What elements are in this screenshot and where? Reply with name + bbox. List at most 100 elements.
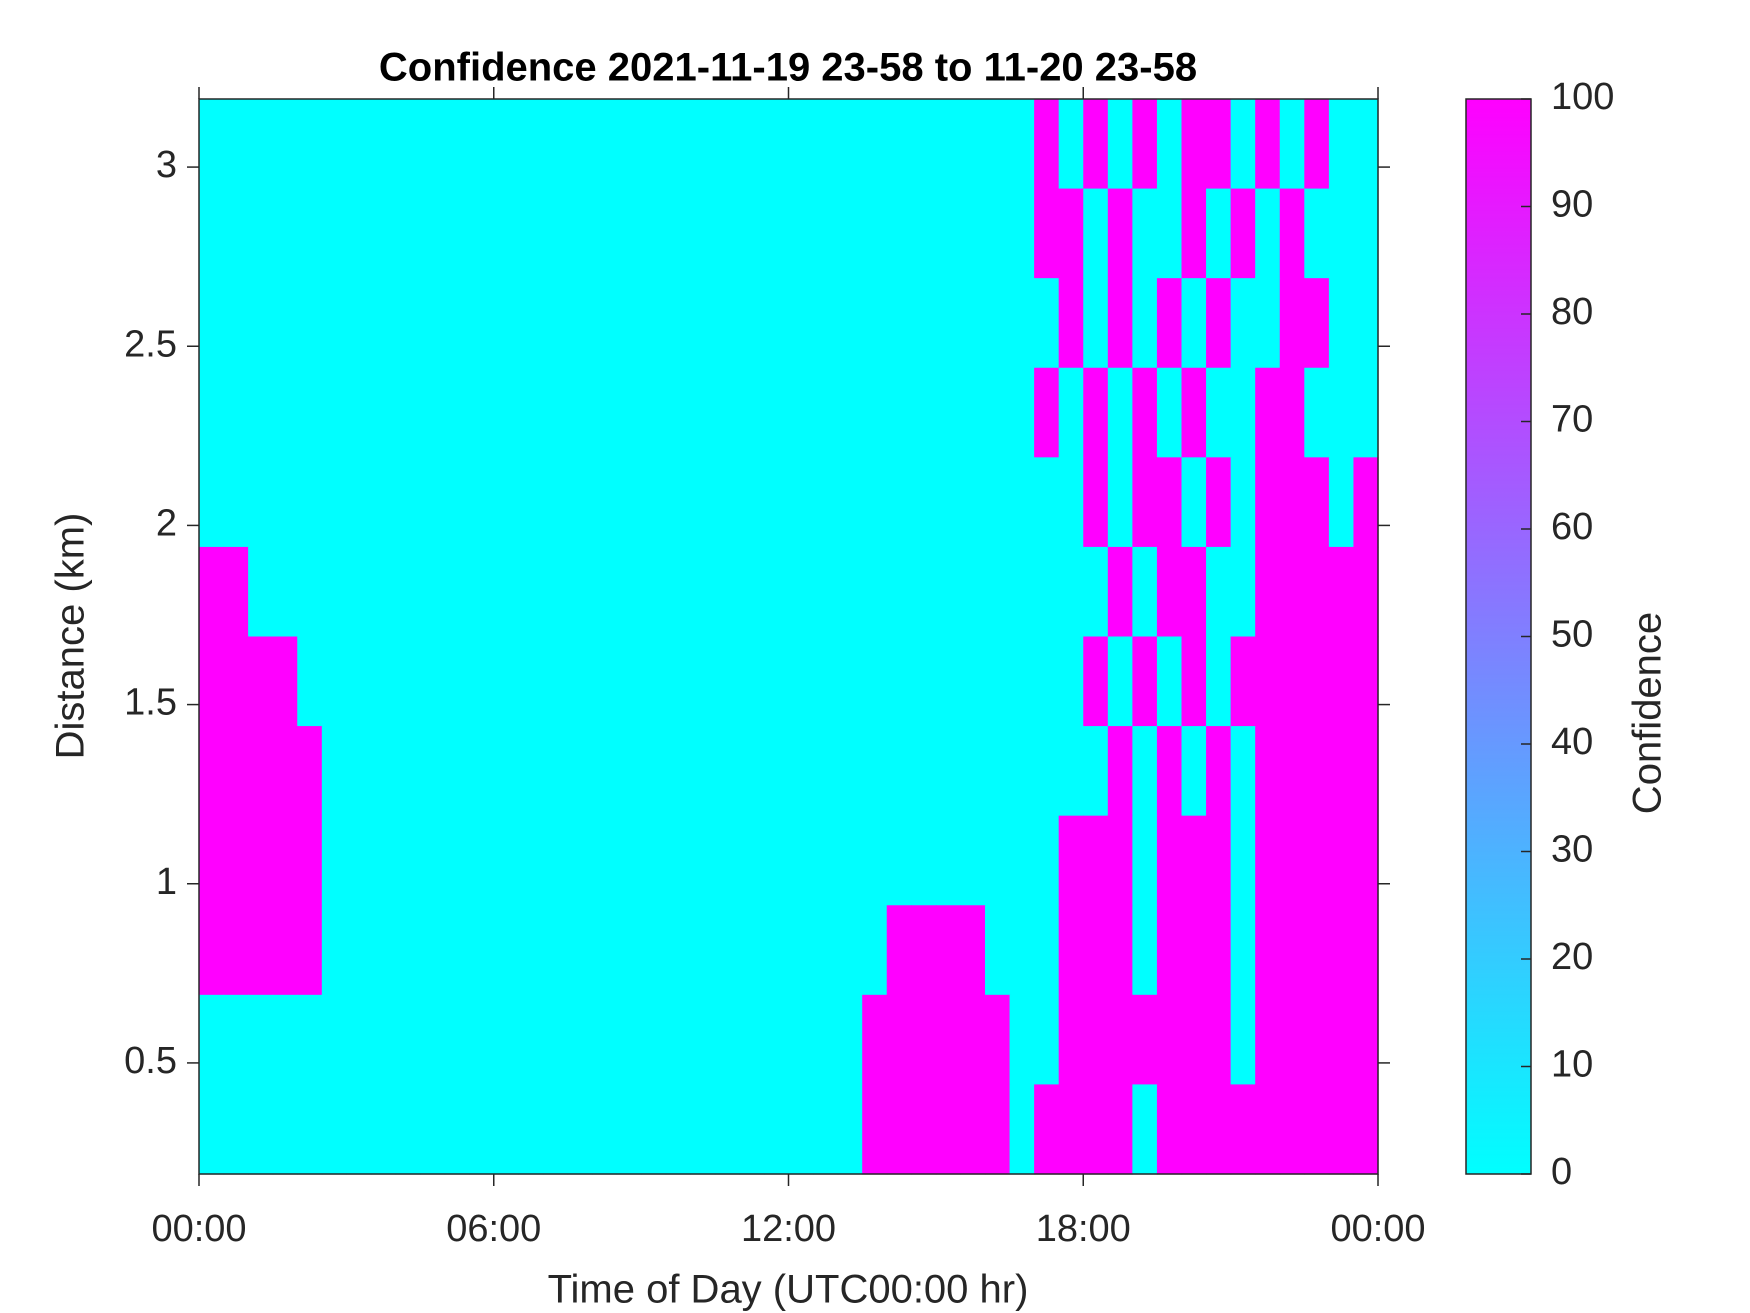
y-axis-label: Distance (km) [49,513,93,760]
heatmap-cell [248,726,274,817]
heatmap-cell [1083,546,1109,638]
heatmap-cell [518,726,544,817]
heatmap-cell [272,636,298,727]
heatmap-cell [1181,815,1207,906]
heatmap-cell [370,905,397,996]
heatmap-cell [837,188,863,279]
heatmap-cell [935,994,962,1086]
heatmap-cell [813,188,839,279]
heatmap-cell [1304,188,1330,279]
heatmap-cell [1328,726,1355,817]
heatmap-cell [1328,636,1355,727]
heatmap-cell [1058,99,1084,190]
heatmap-cell [641,278,667,369]
heatmap-cell [199,188,225,279]
heatmap-cell [395,905,421,996]
heatmap-cell [985,994,1011,1086]
heatmap-cell [1255,546,1281,638]
heatmap-cell [346,99,372,190]
heatmap-cell [370,457,397,548]
heatmap-cell [1230,278,1256,369]
heatmap-cell [248,546,274,638]
heatmap-cell [223,99,249,190]
heatmap-cell [1058,457,1084,548]
heatmap-cell [837,457,863,548]
heatmap-cell [321,457,347,548]
heatmap-cell [739,636,765,727]
heatmap-cell [1034,726,1060,817]
heatmap-cell [1206,457,1232,548]
heatmap-cell [1009,99,1035,190]
heatmap-cell [297,1084,323,1175]
heatmap-cell [346,367,372,458]
heatmap-cell [395,546,421,638]
heatmap-cell [444,815,470,906]
colorbar-tick-label: 0 [1551,1151,1572,1193]
heatmap-cell [420,99,446,190]
heatmap-cell [886,457,912,548]
heatmap-cell [641,905,667,996]
heatmap-cell [297,636,323,727]
heatmap-cell [1083,994,1109,1086]
heatmap-cell [641,994,667,1086]
heatmap-cell [518,905,544,996]
heatmap-cell [1181,546,1207,638]
heatmap-cell [493,815,519,906]
heatmap-cell [469,726,495,817]
heatmap-cell [616,726,642,817]
heatmap-cell [788,367,814,458]
heatmap-cell [1034,188,1060,279]
heatmap-cell [1230,994,1256,1086]
heatmap-cell [395,994,421,1086]
heatmap-cell [1206,726,1232,817]
heatmap-cell [665,815,691,906]
heatmap-cell [1132,278,1158,369]
heatmap-cell [1034,815,1060,906]
heatmap-cell [567,367,593,458]
heatmap-cell [985,99,1011,190]
heatmap-cell [321,905,347,996]
heatmap-cell [1181,367,1207,458]
heatmap-cell [493,457,519,548]
colorbar-tick-label: 90 [1551,184,1593,226]
heatmap-cell [1083,188,1109,279]
heatmap-cell [813,815,839,906]
heatmap-cell [444,367,470,458]
heatmap-cell [1304,994,1330,1086]
heatmap-cell [763,1084,790,1175]
heatmap-cell [837,815,863,906]
heatmap-cell [444,726,470,817]
heatmap-cell [518,636,544,727]
heatmap-cell [1328,1084,1355,1175]
heatmap-cell [395,815,421,906]
heatmap-cell [1255,188,1281,279]
heatmap-cell [985,546,1011,638]
heatmap-cell [641,457,667,548]
heatmap-cell [837,546,863,638]
heatmap-cell [223,815,249,906]
heatmap-cell [935,905,962,996]
heatmap-cell [1156,367,1183,458]
heatmap-cell [395,278,421,369]
heatmap-cell [469,1084,495,1175]
heatmap-cell [395,188,421,279]
heatmap-cell [1156,457,1183,548]
heatmap-cell [1279,546,1305,638]
heatmap-cell [886,726,912,817]
heatmap-cell [1353,188,1379,279]
heatmap-cell [788,278,814,369]
colorbar-tick-label: 80 [1551,291,1593,333]
heatmap-cell [1156,726,1183,817]
heatmap-cell [763,188,790,279]
heatmap-cell [935,188,962,279]
heatmap-cell [690,546,716,638]
heatmap-cell [1206,815,1232,906]
heatmap-cell [935,726,962,817]
heatmap-cell [763,278,790,369]
heatmap-cell [297,905,323,996]
heatmap-cell [592,278,618,369]
heatmap-cell [837,994,863,1086]
heatmap-cell [272,815,298,906]
heatmap-cell [346,815,372,906]
